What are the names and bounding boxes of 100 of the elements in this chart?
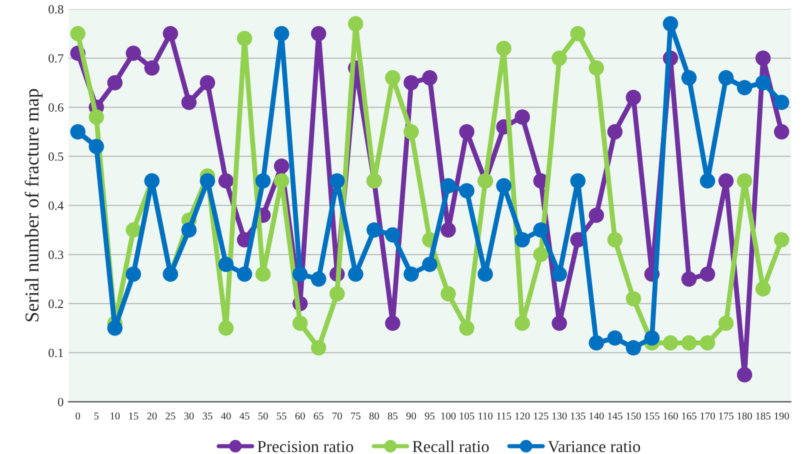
point: [736, 80, 752, 96]
point: [496, 178, 512, 194]
point: [162, 26, 178, 42]
x-tick-label: 185: [756, 412, 770, 420]
point: [552, 50, 568, 66]
point: [736, 173, 752, 189]
y-axis-title: Serial number of fracture map: [24, 89, 43, 322]
point: [718, 173, 734, 189]
point: [681, 271, 697, 287]
point: [607, 124, 623, 140]
y-tick-label: 0.6: [48, 103, 64, 112]
point: [218, 173, 234, 189]
y-tick-label: 0.2: [48, 300, 64, 308]
point: [755, 75, 771, 90]
point: [514, 109, 530, 125]
x-tick-label: 20: [147, 412, 157, 420]
point: [200, 75, 216, 90]
point: [626, 90, 642, 106]
point: [514, 316, 530, 331]
x-tick-label: 145: [608, 412, 622, 420]
point: [218, 320, 234, 336]
x-tick-label: 115: [497, 412, 512, 420]
point: [440, 222, 456, 238]
point: [126, 46, 142, 61]
point: [200, 173, 216, 189]
x-tick-label: 155: [645, 412, 660, 420]
point: [255, 173, 271, 189]
point: [588, 208, 604, 223]
point: [440, 286, 456, 302]
point: [459, 183, 474, 198]
point: [588, 60, 604, 76]
point: [496, 40, 512, 56]
point: [274, 173, 290, 189]
point: [570, 26, 586, 42]
point: [533, 246, 548, 262]
point: [700, 335, 716, 351]
point: [107, 320, 123, 336]
y-tick-label: 0.7: [48, 54, 64, 63]
x-tick-label: 110: [478, 412, 493, 420]
point: [644, 330, 660, 346]
point: [181, 222, 197, 238]
legend-label: Recall ratio: [412, 440, 489, 452]
point: [552, 266, 568, 282]
point: [348, 266, 364, 282]
point: [718, 316, 734, 331]
point: [736, 367, 752, 382]
point: [88, 109, 104, 125]
point: [626, 291, 642, 306]
point: [422, 256, 438, 272]
x-tick-label: 100: [441, 412, 456, 420]
x-tick-label: 25: [166, 412, 176, 420]
point: [310, 271, 326, 287]
point: [478, 266, 493, 282]
point: [70, 124, 86, 140]
point: [126, 222, 142, 238]
y-tick-label: 0.4: [48, 201, 64, 210]
x-tick-label: 95: [424, 412, 435, 420]
x-tick-label: 130: [552, 412, 567, 420]
point: [274, 158, 290, 174]
point: [662, 335, 678, 351]
y-tick-label: 0.5: [48, 152, 64, 161]
x-tick-label: 90: [406, 412, 416, 420]
x-tick-label: 160: [664, 412, 678, 420]
point: [755, 50, 771, 66]
point: [755, 281, 771, 297]
point: [774, 232, 790, 248]
x-tick-label: 120: [515, 412, 530, 420]
x-tick-label: 70: [332, 412, 342, 420]
x-tick-label: 65: [314, 412, 324, 420]
point: [310, 340, 326, 356]
point: [774, 124, 790, 140]
x-tick-label: 0: [76, 412, 80, 420]
point: [459, 124, 474, 140]
x-tick-label: 50: [258, 412, 268, 420]
x-tick-label: 180: [738, 412, 752, 420]
point: [681, 70, 697, 86]
point: [144, 60, 160, 76]
legend-label: Precision ratio: [258, 440, 354, 452]
point: [70, 26, 86, 42]
point: [107, 75, 123, 90]
x-tick-label: 35: [202, 412, 212, 420]
x-tick-label: 105: [460, 412, 474, 420]
point: [348, 16, 364, 32]
point: [255, 266, 271, 282]
y-tick-label: 0.1: [48, 348, 63, 358]
point: [329, 173, 345, 189]
point: [440, 178, 456, 194]
point: [570, 173, 586, 189]
legend-label: Variance ratio: [548, 440, 640, 452]
x-tick-label: 190: [774, 412, 790, 420]
x-tick-label: 165: [682, 412, 696, 420]
point: [533, 222, 548, 238]
point: [236, 30, 252, 46]
point: [385, 70, 400, 86]
x-tick-label: 30: [184, 412, 194, 420]
x-tick-label: 140: [590, 412, 604, 420]
point: [718, 70, 734, 86]
x-tick-label: 150: [626, 412, 641, 420]
point: [626, 340, 642, 356]
point: [662, 16, 678, 32]
